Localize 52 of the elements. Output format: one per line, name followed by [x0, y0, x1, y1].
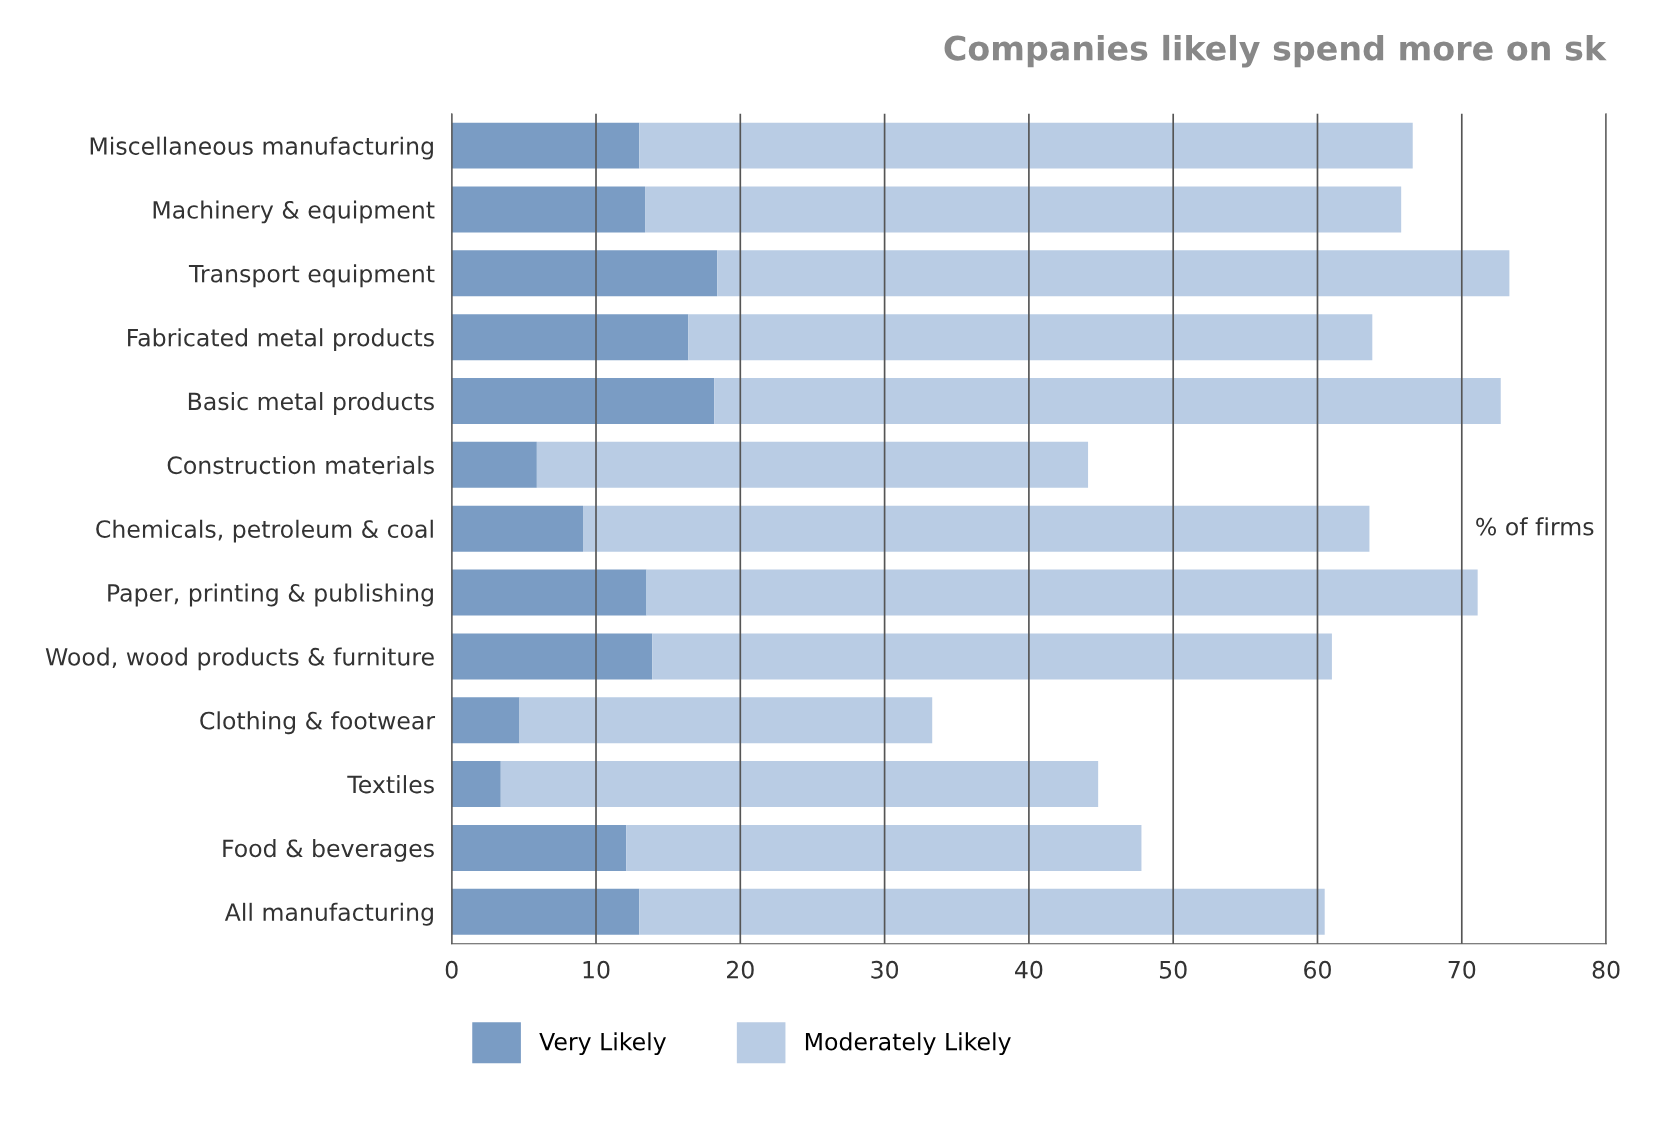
bar	[451, 314, 689, 361]
bar	[583, 505, 1370, 552]
y-tick-label: Wood, wood products & furniture	[45, 647, 434, 671]
bar	[688, 314, 1373, 361]
bar	[639, 888, 1325, 935]
bar	[451, 441, 537, 488]
legend-label: Moderately Likely	[805, 1032, 1011, 1056]
legend-label: Very Likely	[539, 1032, 666, 1056]
x-tick-label: 0	[445, 960, 458, 979]
bar	[451, 505, 584, 552]
bar	[536, 441, 1089, 488]
y-tick-label: Textiles	[347, 775, 434, 794]
bar	[451, 633, 653, 680]
bar	[626, 824, 1142, 871]
bar	[451, 888, 640, 935]
bar	[639, 122, 1413, 169]
x-tick-label: 60	[1304, 960, 1331, 979]
bar	[451, 824, 627, 871]
bar	[451, 569, 647, 616]
bar	[714, 378, 1501, 424]
chart-title: Companies likely spend more on sk	[944, 34, 1607, 68]
x-tick-label: 80	[1592, 960, 1620, 979]
y-tick-label: Miscellaneous manufacturing	[90, 136, 433, 160]
y-tick-label: Food & beverages	[223, 838, 434, 862]
y-tick-label: Chemicals, petroleum & coal	[96, 519, 433, 543]
y-tick-label: Transport equipment	[188, 264, 435, 288]
bar	[652, 633, 1332, 680]
bar	[645, 186, 1402, 233]
bar	[500, 761, 1099, 808]
x-tick-label: 30	[871, 960, 899, 979]
y-tick-label: Basic metal products	[188, 392, 434, 415]
y-tick-label: Construction materials	[167, 455, 434, 475]
y-tick-label: Fabricated metal products	[128, 328, 434, 352]
x-tick-label: 50	[1159, 960, 1187, 979]
bar	[519, 697, 933, 744]
x-tick-label: 10	[583, 960, 610, 979]
bar	[451, 697, 520, 744]
bar	[451, 250, 718, 297]
x-tick-label: 40	[1015, 960, 1043, 979]
y-tick-label: All manufacturing	[224, 902, 433, 926]
x-tick-label: 70	[1448, 960, 1476, 979]
bar	[451, 186, 646, 233]
y-tick-label: Paper, printing & publishing	[108, 583, 433, 607]
bar	[451, 761, 501, 808]
bar	[646, 569, 1478, 616]
y-tick-label: Clothing & footwear	[200, 711, 436, 735]
x-axis-title: % of firms	[1476, 517, 1594, 536]
bar	[451, 378, 715, 424]
bar	[717, 250, 1510, 297]
bar	[451, 122, 640, 169]
y-tick-label: Machinery & equipment	[153, 200, 435, 224]
x-tick-label: 20	[727, 960, 754, 979]
